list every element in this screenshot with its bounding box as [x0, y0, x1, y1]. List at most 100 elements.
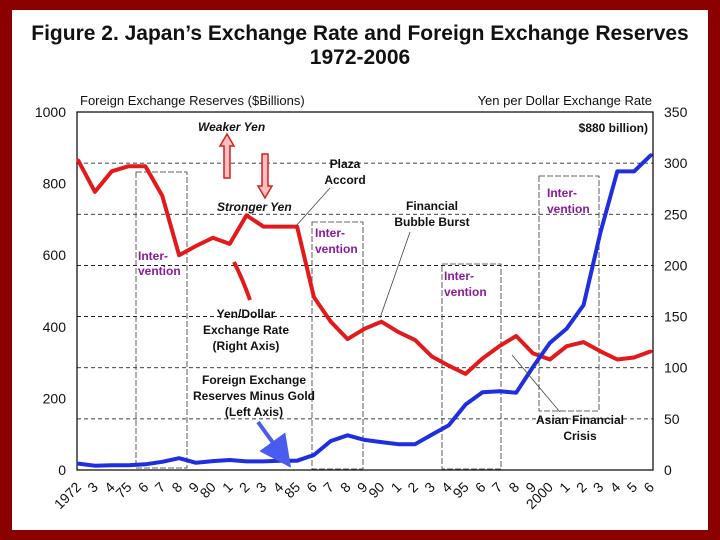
- x-tick-label-29: 1: [556, 479, 573, 496]
- yen-point-1978: [177, 253, 181, 257]
- gridlines: [77, 162, 653, 420]
- reserves-point-1980: [211, 459, 215, 463]
- reserves-point-1986: [312, 453, 316, 457]
- reserves-point-1982: [244, 459, 249, 463]
- yen-point-1982: [244, 213, 249, 217]
- yen-point-1972: [76, 158, 80, 162]
- reserves-point-2006: [649, 153, 653, 157]
- reserves-series-label-line2: Reserves Minus Gold: [193, 389, 315, 403]
- reserves-peak-label: $880 billion): [579, 121, 648, 135]
- x-tick-label-25: 7: [489, 479, 506, 496]
- x-tick-label-24: 6: [472, 479, 489, 496]
- yen-point-2004: [615, 357, 619, 362]
- reserves-point-1991: [396, 442, 400, 446]
- yen-point-2003: [598, 349, 603, 353]
- reserves-point-1981: [228, 458, 232, 462]
- yen-point-1988: [346, 337, 350, 341]
- right-axis-ticks: 0 50 100 150 200 250 300 350: [664, 104, 688, 478]
- x-tick-label-15: 7: [320, 479, 337, 496]
- left-axis-ticks: 0 200 400 600 800 1000: [35, 104, 66, 478]
- right-tick-label-4: 200: [664, 257, 688, 273]
- right-tick-label-5: 250: [664, 206, 688, 222]
- yen-point-2005: [632, 355, 636, 360]
- x-tick-label-4: 6: [135, 479, 152, 496]
- left-tick-label-4: 800: [43, 176, 67, 192]
- stronger-yen-label: Stronger Yen: [217, 200, 292, 214]
- intervention-label-2-line1: Inter-: [315, 226, 345, 240]
- reserves-point-1987: [329, 439, 333, 443]
- reserves-point-1988: [346, 433, 350, 437]
- intervention-box-4: [538, 175, 600, 412]
- reserves-point-2000: [548, 341, 552, 345]
- asian-crisis-label-line1: Asian Financial: [536, 413, 624, 427]
- yen-point-1986: [312, 295, 316, 299]
- yen-point-1977: [160, 194, 164, 198]
- yen-point-1987: [329, 320, 333, 324]
- bubble-burst-label-line2: Bubble Burst: [394, 215, 469, 229]
- yen-series-label-line1: Yen/Dollar: [217, 307, 276, 321]
- chart-title: Figure 2. Japan’s Exchange Rate and Fore…: [31, 22, 689, 45]
- reserves-point-1977: [160, 460, 164, 464]
- reserves-point-1997: [497, 389, 501, 393]
- yen-point-1999: [531, 351, 535, 355]
- x-tick-label-26: 8: [505, 479, 522, 496]
- x-tick-label-31: 3: [590, 479, 607, 496]
- yen-label-pointer: [232, 261, 252, 301]
- reserves-point-1975: [127, 463, 131, 467]
- reserves-point-1976: [143, 462, 147, 466]
- reserves-point-1973: [93, 464, 97, 468]
- intervention-box-1: [135, 171, 188, 469]
- x-tick-label-33: 5: [623, 479, 640, 496]
- yen-point-1984: [278, 225, 282, 229]
- x-tick-label-16: 8: [337, 479, 354, 496]
- plaza-accord-label-line1: Plaza: [330, 157, 361, 171]
- right-tick-label-2: 100: [664, 360, 688, 376]
- reserves-point-1978: [177, 456, 181, 460]
- x-tick-label-3: 75: [112, 479, 134, 501]
- x-tick-label-19: 1: [388, 479, 405, 496]
- reserves-point-2002: [582, 303, 586, 307]
- yen-point-1983: [261, 225, 265, 229]
- intervention-label-3-line1: Inter-: [444, 269, 474, 283]
- reserves-point-2001: [565, 327, 569, 331]
- x-tick-label-21: 3: [421, 479, 438, 496]
- x-tick-label-10: 2: [236, 479, 253, 496]
- yen-point-1989: [362, 327, 367, 331]
- x-tick-label-8: 80: [197, 479, 219, 501]
- yen-point-1997: [497, 344, 501, 348]
- yen-point-2002: [582, 340, 586, 344]
- right-tick-label-3: 150: [664, 309, 688, 325]
- reserves-point-1985: [295, 459, 299, 463]
- left-tick-label-3: 600: [43, 247, 67, 263]
- reserves-point-1972: [76, 462, 80, 466]
- bubble-burst-label-line1: Financial: [406, 199, 458, 213]
- x-tick-label-13: 85: [281, 479, 303, 501]
- plot-frame: [76, 111, 654, 471]
- yen-point-1990: [379, 320, 383, 324]
- reserves-point-1996: [480, 390, 485, 394]
- yen-point-1976: [143, 164, 147, 168]
- x-tick-label-9: 1: [219, 479, 236, 496]
- yen-point-1996: [480, 356, 485, 361]
- x-tick-label-1: 3: [84, 479, 101, 496]
- reserves-point-1998: [514, 391, 518, 395]
- left-tick-label-1: 200: [43, 390, 67, 406]
- right-tick-label-6: 300: [664, 155, 688, 171]
- intervention-box-3: [441, 263, 502, 470]
- asian-crisis-label-line2: Crisis: [563, 429, 597, 443]
- weaker-yen-up-arrow-icon: [218, 132, 236, 179]
- reserves-point-2003: [598, 231, 603, 235]
- chart-subtitle: 1972-2006: [309, 46, 411, 69]
- plaza-accord-pointer: [295, 187, 331, 227]
- x-tick-label-20: 2: [404, 479, 421, 496]
- reserves-point-1974: [110, 463, 114, 467]
- weaker-yen-label: Weaker Yen: [198, 120, 265, 134]
- x-axis-ticks: 1972 3 475 6 7 8 980 1 2 3 485 6 7 8 990 1 2 3 495 6 7 8 92000…: [51, 479, 657, 512]
- x-tick-label-6: 8: [168, 479, 185, 496]
- reserves-point-1984: [278, 459, 282, 463]
- intervention-label-3-line2: vention: [444, 285, 487, 299]
- left-axis-label: Foreign Exchange Reserves ($Billions): [80, 93, 305, 108]
- data-points: [76, 153, 653, 468]
- right-axis-label: Yen per Dollar Exchange Rate: [478, 93, 652, 108]
